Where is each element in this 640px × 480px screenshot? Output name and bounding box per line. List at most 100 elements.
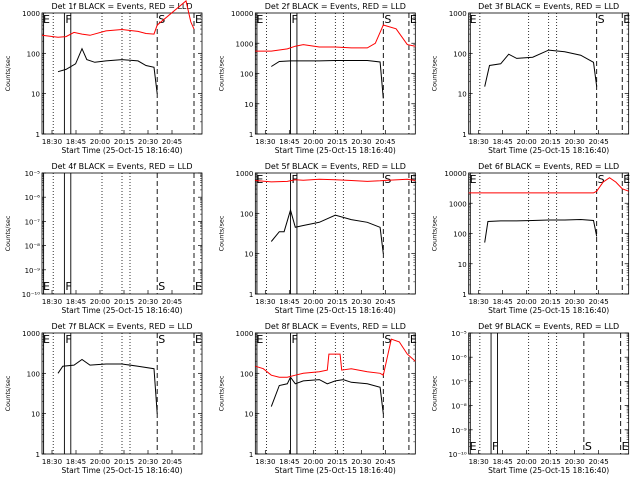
y-axis-label: Counts/sec [4,55,12,91]
x-axis-label: Start Time (25-Oct-15 18:16:40) [488,466,609,475]
s-marker-label: S [384,333,391,346]
x-tick-label: 18:45 [66,298,86,306]
series-events-line [484,49,598,87]
y-tick-label: 10 [31,411,40,419]
chart-title: Det 4f BLACK = Events, RED = LLD [51,162,192,171]
series-lld-line [255,178,416,183]
e-marker-label: E [470,440,477,453]
x-tick-label: 20:30 [138,138,158,146]
x-tick-label: 20:30 [351,298,371,306]
y-tick-label: 1000 [449,10,467,18]
x-tick-label: 18:45 [66,458,86,466]
s-marker-label: S [158,13,165,26]
y-tick-label: 10⁻⁵ [25,170,41,178]
x-axis-label: Start Time (25-Oct-15 18:16:40) [275,306,396,315]
x-tick-label: 20:15 [114,138,134,146]
y-tick-label: 10⁻⁸ [451,403,467,411]
panel-2: Det 2f BLACK = Events, RED = LLD 1 10 100 10… [217,2,417,155]
x-tick-label: 20:45 [375,138,395,146]
x-tick-label: 20:30 [565,138,585,146]
y-tick-label: 100 [240,210,253,218]
y-axis-label: Counts/sec [217,215,225,251]
x-tick-label: 20:45 [589,298,609,306]
x-tick-label: 20:45 [162,458,182,466]
s-marker-label: S [384,173,391,186]
x-tick-label: 20:15 [327,138,347,146]
x-tick-label: 20:00 [90,298,110,306]
y-axis-label: Counts/sec [4,375,12,411]
y-axis-label: Counts/sec [217,55,225,91]
y-tick-label: 100 [240,71,253,79]
y-tick-label: 10 [458,91,467,99]
y-tick-label: 10⁻¹⁰ [22,291,40,299]
series-events-line [271,60,384,99]
panel-8: Det 8f BLACK = Events, RED = LLD 1 10 100 10… [217,322,417,475]
y-tick-label: 1 [36,131,40,139]
y-tick-label: 10 [244,251,253,259]
x-tick-label: 20:15 [541,298,561,306]
series-events-line [484,218,598,243]
chart-title: Det 6f BLACK = Events, RED = LLD [478,162,619,171]
y-tick-label: 10⁻⁹ [25,267,41,275]
y-tick-label: 10⁻⁶ [25,194,41,202]
f-marker-label: F [292,13,298,26]
x-tick-label: 18:30 [42,458,62,466]
chart-title: Det 8f BLACK = Events, RED = LLD [265,322,406,331]
e-marker-label: E [470,173,477,186]
y-tick-label: 100 [240,370,253,378]
x-tick-label: 18:45 [66,138,86,146]
x-tick-label: 20:30 [565,298,585,306]
e-marker-label: E [43,13,50,26]
panel-4: Det 4f BLACK = Events, RED = LLD 10⁻¹⁰ 10⁻… [4,162,203,315]
e-marker-label: E [256,173,263,186]
y-tick-label: 10 [244,101,253,109]
y-tick-label: 10⁻¹⁰ [448,451,466,459]
y-tick-label: 100 [453,231,466,239]
y-tick-label: 1 [249,451,253,459]
y-tick-label: 1000 [449,200,467,208]
chart-title: Det 2f BLACK = Events, RED = LLD [265,2,406,11]
x-tick-label: 20:30 [351,138,371,146]
x-tick-label: 20:30 [138,458,158,466]
x-tick-label: 20:15 [541,138,561,146]
x-tick-label: 20:15 [114,298,134,306]
x-tick-label: 18:30 [469,458,489,466]
y-tick-label: 10000 [444,170,466,178]
x-axis-label: Start Time (25-Oct-15 18:16:40) [61,306,182,315]
panel-3: Det 3f BLACK = Events, RED = LLD 1 10 100 10… [431,2,631,155]
x-tick-label: 20:00 [517,458,537,466]
s-marker-label: S [598,13,605,26]
x-tick-label: 20:00 [517,298,537,306]
x-tick-label: 18:45 [493,458,513,466]
x-tick-label: 18:45 [279,298,299,306]
y-tick-label: 10⁻⁸ [25,243,41,251]
y-tick-label: 100 [27,370,40,378]
chart-title: Det 1f BLACK = Events, RED = LLD [51,2,192,11]
y-axis-label: Counts/sec [4,215,12,251]
e-end-marker-label: E [195,13,202,26]
e-end-marker-label: E [410,173,417,186]
s-marker-label: S [585,440,592,453]
x-tick-label: 20:30 [351,458,371,466]
x-tick-label: 20:45 [589,138,609,146]
x-axis-label: Start Time (25-Oct-15 18:16:40) [61,466,182,475]
y-tick-label: 1000 [22,330,40,338]
e-marker-label: E [43,333,50,346]
y-axis-label: Counts/sec [217,375,225,411]
y-tick-label: 100 [453,50,466,58]
series-lld-line [41,0,195,38]
e-end-marker-label: E [623,173,630,186]
x-tick-label: 18:45 [279,458,299,466]
f-marker-label: F [65,13,71,26]
e-end-marker-label: E [623,13,630,26]
chart-title: Det 9f BLACK = Events, RED = LLD [478,322,619,331]
y-tick-label: 10⁻⁷ [25,218,41,226]
x-tick-label: 18:45 [493,298,513,306]
x-tick-label: 20:15 [327,298,347,306]
panel-9: Det 9f BLACK = Events, RED = LLD 10⁻¹⁰ 10⁻… [431,322,630,475]
x-tick-label: 20:45 [162,298,182,306]
x-axis-label: Start Time (25-Oct-15 18:16:40) [275,466,396,475]
e-marker-label: E [43,280,50,293]
x-tick-label: 20:45 [589,458,609,466]
x-tick-label: 20:00 [90,138,110,146]
